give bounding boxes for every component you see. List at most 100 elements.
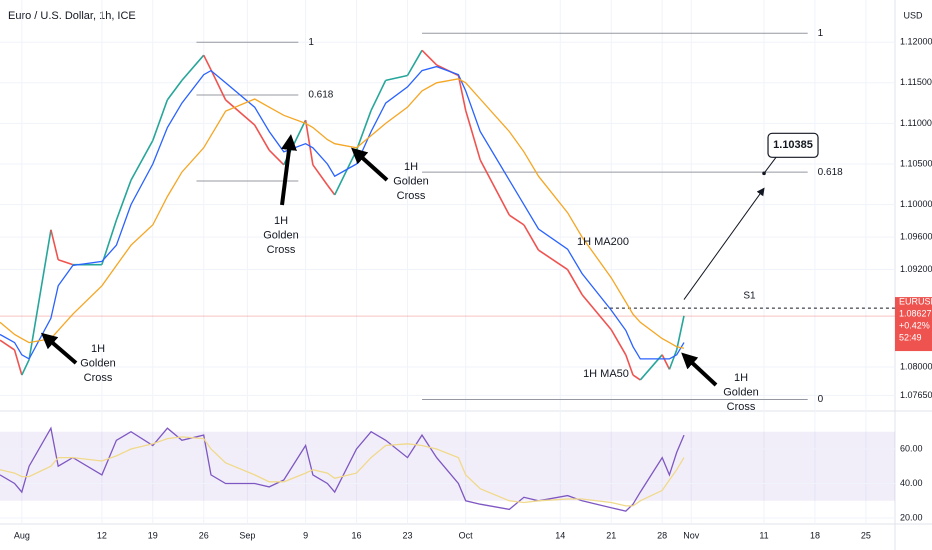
price-segment — [566, 269, 583, 296]
annotation-arrow — [681, 352, 718, 387]
fib-label: 1 — [818, 28, 824, 39]
price-segment — [385, 74, 408, 82]
price-segment — [610, 329, 627, 356]
rsi-band — [0, 431, 895, 501]
price-segment — [210, 69, 227, 101]
price-segment — [479, 159, 511, 216]
x-tick-label: Sep — [239, 530, 255, 540]
rsi-line — [0, 436, 685, 507]
price-segment — [457, 75, 467, 111]
x-tick-label: Oct — [459, 530, 474, 540]
support-label: S1 — [743, 291, 756, 302]
price-segment — [538, 249, 569, 271]
price-segment — [661, 354, 671, 370]
y-tick-label: 40.00 — [900, 478, 923, 488]
y-tick-label: 1.10000 — [900, 199, 932, 209]
y-tick-label: 1.10500 — [900, 158, 932, 168]
price-segment — [130, 140, 154, 181]
y-tick-label: 60.00 — [900, 443, 923, 453]
x-tick-label: 16 — [352, 530, 362, 540]
price-segment — [464, 110, 482, 161]
price-segment — [13, 349, 23, 376]
annotation-arrow — [351, 147, 389, 182]
price-segment — [0, 339, 15, 351]
x-tick-label: 26 — [199, 530, 209, 540]
price-badge-text: 52:49 — [899, 332, 922, 342]
annotation-text: Golden — [263, 229, 298, 241]
x-tick-label: 25 — [861, 530, 871, 540]
x-tick-label: 19 — [148, 530, 158, 540]
ma-label: 1H MA200 — [577, 236, 629, 248]
annotation-text: Golden — [393, 175, 428, 187]
price-segment — [668, 349, 678, 370]
annotation-text: 1H — [91, 343, 105, 355]
annotation-text: 1H — [404, 161, 418, 173]
moving-average — [0, 65, 685, 360]
y-tick-label: 1.12000 — [900, 37, 932, 47]
annotation-text: Golden — [723, 386, 758, 398]
currency: USD — [903, 10, 923, 20]
price-segment — [581, 294, 612, 331]
ma-label: 1H MA50 — [583, 368, 629, 380]
x-tick-label: Nov — [683, 530, 700, 540]
price-segment — [632, 374, 641, 381]
price-segment — [421, 49, 438, 66]
fib-label: 1 — [308, 37, 314, 48]
price-segment — [625, 354, 634, 376]
annotation-arrow — [280, 134, 297, 206]
x-tick-label: Aug — [14, 530, 30, 540]
y-tick-label: 1.11000 — [900, 118, 932, 128]
y-tick-label: 20.00 — [900, 512, 923, 522]
annotation-arrow — [40, 332, 78, 365]
y-tick-label: 1.09200 — [900, 264, 932, 274]
x-tick-label: 11 — [759, 530, 768, 540]
annotation-text: Cross — [84, 372, 113, 384]
annotation-text: Cross — [727, 401, 756, 413]
x-tick-label: 21 — [606, 530, 616, 540]
y-tick-label: 1.07650 — [900, 390, 932, 400]
price-segment — [166, 79, 183, 101]
chart-title: Euro / U.S. Dollar, 1h, ICE — [8, 10, 136, 22]
price-segment — [508, 214, 525, 226]
price-segment — [370, 80, 387, 111]
price-badge-text: EURUSD — [899, 296, 932, 306]
price-segment — [50, 229, 59, 260]
price-badge-text: 1.08627 — [899, 308, 932, 318]
price-segment — [101, 219, 118, 265]
price-segment — [312, 164, 329, 186]
price-segment — [203, 54, 212, 71]
price-segment — [152, 99, 169, 141]
moving-average — [0, 78, 685, 349]
x-tick-label: 28 — [657, 530, 667, 540]
target-label: 1.10385 — [773, 139, 813, 151]
x-tick-label: 9 — [303, 530, 308, 540]
price-badge — [895, 297, 932, 352]
price-segment — [21, 359, 30, 376]
price-segment — [115, 179, 132, 221]
price-segment — [268, 149, 285, 166]
price-segment — [57, 259, 74, 266]
annotation-text: Cross — [267, 244, 296, 256]
x-tick-label: 14 — [555, 530, 565, 540]
x-tick-label: 18 — [810, 530, 820, 540]
price-segment — [253, 124, 270, 151]
annotation-text: 1H — [274, 215, 288, 227]
y-tick-label: 1.11500 — [900, 77, 932, 87]
rsi-line — [0, 426, 685, 512]
price-segment — [355, 110, 372, 151]
annotation-text: Golden — [80, 357, 115, 369]
price-segment — [406, 49, 423, 76]
x-tick-label: 23 — [402, 530, 412, 540]
x-tick-label: 12 — [97, 530, 107, 540]
annotation-text: Cross — [397, 190, 426, 202]
price-segment — [523, 224, 540, 251]
price-segment — [28, 229, 52, 360]
target-box — [767, 132, 819, 158]
price-segment — [304, 120, 314, 165]
y-tick-label: 1.08000 — [900, 361, 932, 371]
projection-arrow — [683, 187, 765, 300]
price-badge-text: +0.42% — [899, 320, 930, 330]
price-segment — [326, 184, 336, 196]
annotation-text: 1H — [734, 372, 748, 384]
